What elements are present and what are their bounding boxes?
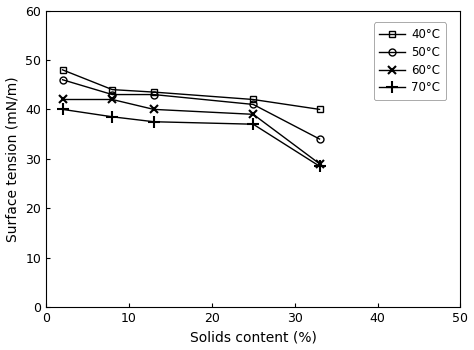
Legend: 40°C, 50°C, 60°C, 70°C: 40°C, 50°C, 60°C, 70°C (374, 22, 446, 100)
X-axis label: Solids content (%): Solids content (%) (190, 330, 317, 344)
Line: 70°C: 70°C (57, 104, 325, 172)
60°C (109, 97, 115, 102)
40°C (317, 107, 322, 112)
60°C (317, 162, 322, 166)
40°C (151, 90, 156, 94)
Line: 40°C: 40°C (59, 66, 323, 113)
60°C (250, 112, 256, 117)
70°C (60, 107, 65, 112)
40°C (109, 88, 115, 92)
50°C (60, 78, 65, 82)
70°C (151, 120, 156, 124)
40°C (60, 68, 65, 72)
50°C (317, 137, 322, 141)
50°C (250, 102, 256, 106)
50°C (109, 92, 115, 97)
60°C (151, 107, 156, 112)
70°C (109, 115, 115, 119)
50°C (151, 92, 156, 97)
70°C (317, 164, 322, 168)
Line: 50°C: 50°C (59, 76, 323, 142)
70°C (250, 122, 256, 126)
Line: 60°C: 60°C (58, 95, 324, 168)
Y-axis label: Surface tension (mN/m): Surface tension (mN/m) (6, 76, 19, 242)
60°C (60, 97, 65, 102)
40°C (250, 97, 256, 102)
